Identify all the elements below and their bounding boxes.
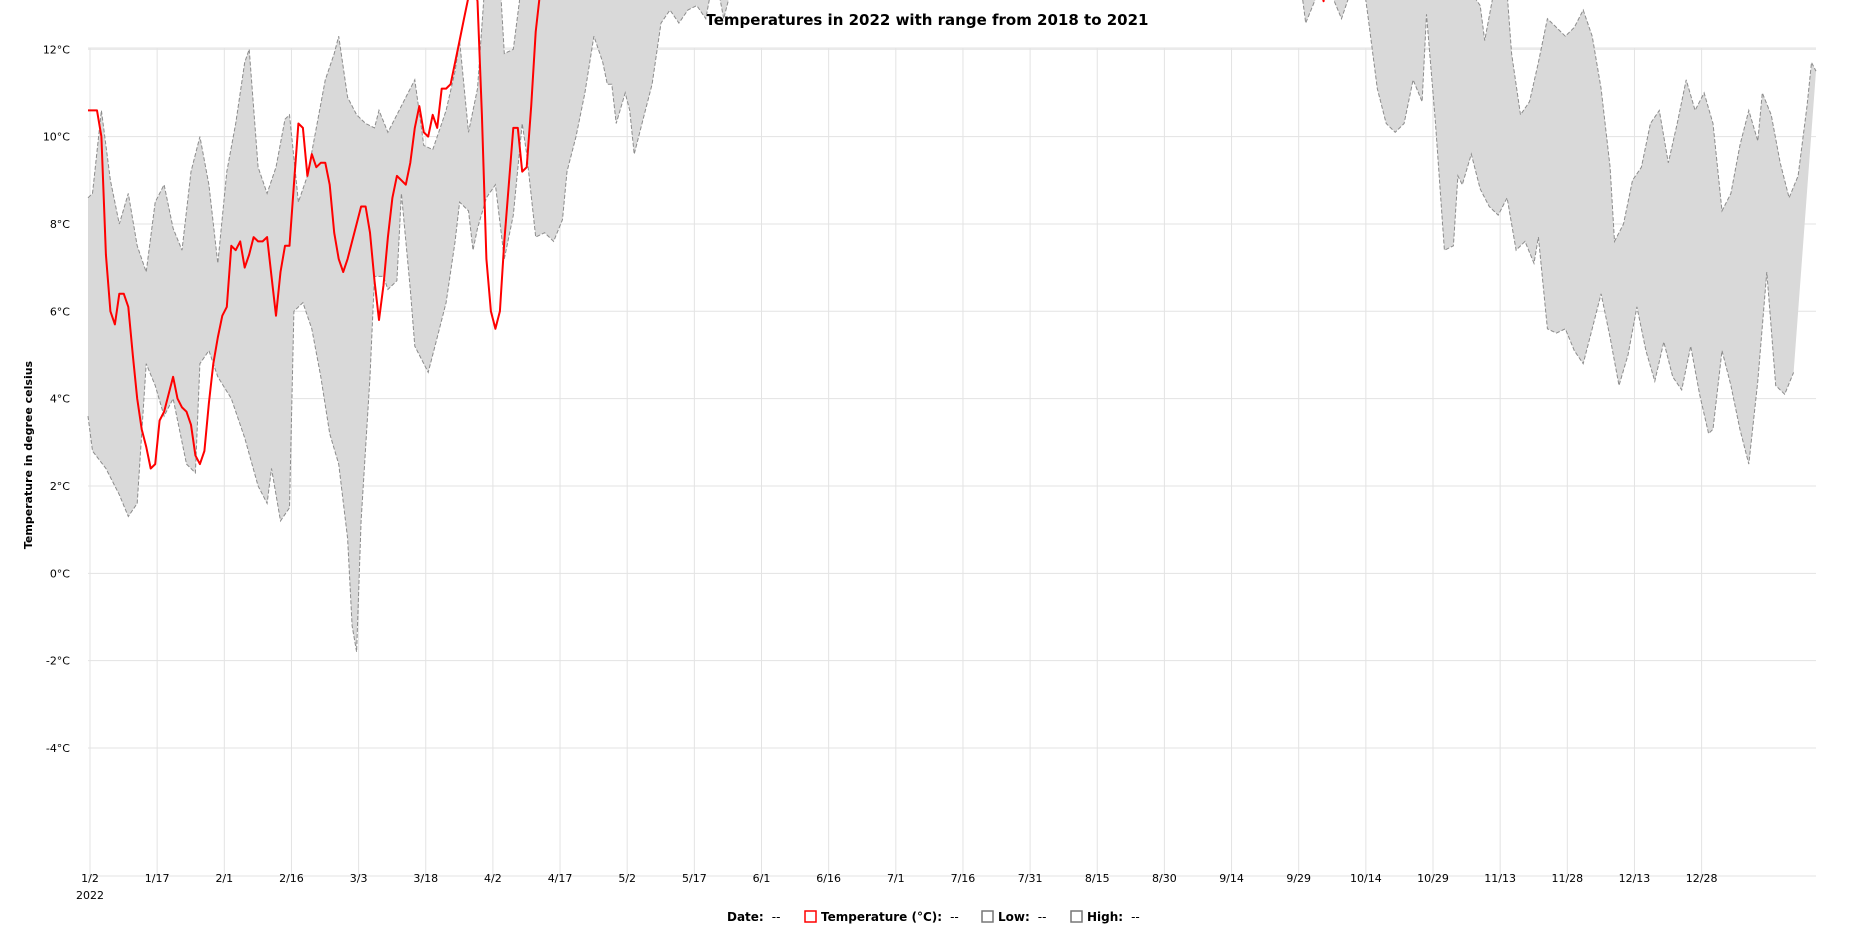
y-tick-label: 12°C bbox=[43, 43, 70, 56]
x-tick-label: 7/16 bbox=[951, 872, 976, 885]
legend-marker bbox=[1070, 910, 1083, 923]
legend-label: High: bbox=[1087, 910, 1123, 924]
legend-marker bbox=[981, 910, 994, 923]
temperature-line bbox=[88, 0, 1325, 470]
x-tick-label: 3/18 bbox=[413, 872, 438, 885]
low-series-line bbox=[87, 0, 1795, 652]
x-tick-label: 6/16 bbox=[816, 872, 841, 885]
legend-label: Date: bbox=[727, 910, 764, 924]
legend: Date: -- Temperature (°C): -- Low: -- High: -- bbox=[727, 910, 1140, 924]
x-tick-label: 1/17 bbox=[145, 872, 170, 885]
x-tick-label: 3/3 bbox=[350, 872, 368, 885]
legend-value: -- bbox=[1038, 910, 1047, 924]
x-tick-label: 11/13 bbox=[1484, 872, 1516, 885]
y-tick-label: 6°C bbox=[50, 305, 70, 318]
y-axis-label: Temperature in degree celsius bbox=[22, 360, 35, 549]
y-tick-label: -2°C bbox=[46, 655, 70, 668]
y-tick-label: 4°C bbox=[50, 393, 70, 406]
temperature-series bbox=[88, 0, 1325, 470]
x-tick-label: 10/14 bbox=[1350, 872, 1382, 885]
chart-title: Temperatures in 2022 with range from 201… bbox=[706, 11, 1149, 29]
range-area bbox=[87, 0, 1817, 652]
y-tick-label: 10°C bbox=[43, 131, 70, 144]
y-tick-label: 2°C bbox=[50, 480, 70, 493]
x-tick-label: 10/29 bbox=[1417, 872, 1449, 885]
x-tick-label: 12/13 bbox=[1619, 872, 1651, 885]
x-tick-label: 5/2 bbox=[618, 872, 636, 885]
x-tick-label: 7/31 bbox=[1018, 872, 1043, 885]
y-tick-label: 8°C bbox=[50, 218, 70, 231]
x-tick-label: 11/28 bbox=[1551, 872, 1583, 885]
x-tick-label: 2/1 bbox=[215, 872, 233, 885]
x-tick-label: 2/16 bbox=[279, 872, 304, 885]
x-tick-label: 9/14 bbox=[1219, 872, 1244, 885]
legend-value: -- bbox=[1131, 910, 1140, 924]
x-axis-ticks: 1/2 1/17 2/1 2/16 3/3 3/18 4/2 4/17 5/2 5/17 6/1 6/… bbox=[76, 872, 1717, 902]
legend-value: -- bbox=[950, 910, 959, 924]
grid bbox=[88, 47, 1816, 877]
x-tick-label: 7/1 bbox=[887, 872, 905, 885]
x-tick-label: 12/28 bbox=[1686, 872, 1718, 885]
range-fill bbox=[88, 0, 1816, 652]
x-tick-label: 4/17 bbox=[548, 872, 573, 885]
legend-label: Low: bbox=[998, 910, 1030, 924]
y-axis-ticks: -4°C-2°C0°C2°C4°C6°C8°C10°C12°C14°C16°C1… bbox=[43, 43, 70, 755]
x-tick-label: 8/15 bbox=[1085, 872, 1110, 885]
x-tick-label: 6/1 bbox=[753, 872, 771, 885]
x-tick-year: 2022 bbox=[76, 889, 104, 902]
x-tick-label: 1/2 bbox=[81, 872, 99, 885]
high-series-line bbox=[87, 0, 1817, 273]
legend-label: Temperature (°C): bbox=[821, 910, 942, 924]
x-tick-label: 8/30 bbox=[1152, 872, 1177, 885]
x-tick-label: 9/29 bbox=[1286, 872, 1311, 885]
y-tick-label: 0°C bbox=[50, 567, 70, 580]
legend-marker bbox=[804, 910, 817, 923]
y-tick-label: -4°C bbox=[46, 742, 70, 755]
x-tick-label: 4/2 bbox=[484, 872, 502, 885]
x-tick-label: 5/17 bbox=[682, 872, 707, 885]
legend-value: -- bbox=[772, 910, 781, 924]
